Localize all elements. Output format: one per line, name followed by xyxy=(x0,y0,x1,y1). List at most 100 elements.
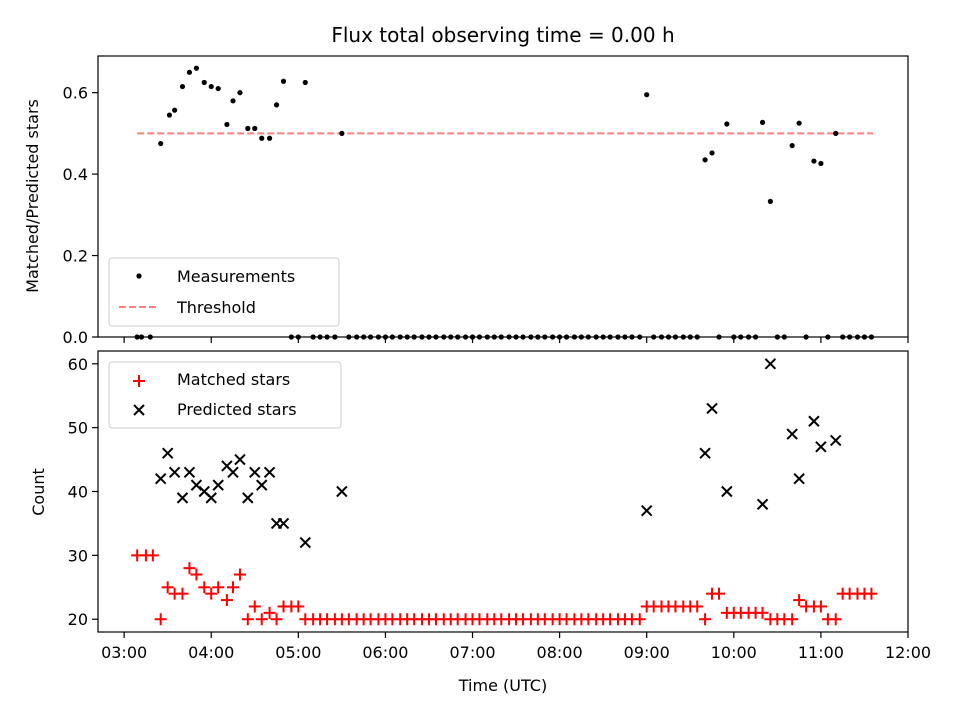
matched-star-point xyxy=(154,613,167,626)
predicted-star-point xyxy=(190,479,203,491)
predicted-star-point xyxy=(176,492,189,504)
measurement-point xyxy=(230,98,236,104)
matched-star-point xyxy=(190,568,203,581)
bottom-y-tick-label: 40 xyxy=(68,483,88,502)
measurement-point xyxy=(724,121,730,127)
top-y-axis-label: Matched/Predicted stars xyxy=(23,99,42,293)
predicted-star-point xyxy=(808,415,820,427)
predicted-star-point xyxy=(699,447,711,459)
predicted-star-point xyxy=(205,492,217,504)
legend-measurements-label: Measurements xyxy=(177,267,295,286)
matched-star-point xyxy=(205,587,218,600)
x-tick-label: 10:00 xyxy=(711,643,757,662)
predicted-star-point xyxy=(256,479,268,491)
measurement-point xyxy=(644,92,650,98)
predicted-star-point xyxy=(234,453,246,466)
measurement-point xyxy=(818,160,824,167)
measurement-point xyxy=(224,121,230,128)
x-tick-label: 05:00 xyxy=(275,643,321,662)
matched-star-point xyxy=(255,613,268,626)
matched-star-point xyxy=(786,613,799,626)
predicted-star-point xyxy=(277,517,290,530)
predicted-star-point xyxy=(299,536,311,549)
top-chart-title: Flux total observing time = 0.00 h xyxy=(331,23,674,47)
matched-star-point xyxy=(865,587,878,600)
measurement-point xyxy=(193,65,200,71)
predicted-star-point xyxy=(786,428,798,440)
legend-matched-marker xyxy=(133,375,145,387)
measurement-point xyxy=(186,69,193,75)
matched-star-point xyxy=(756,606,769,619)
measurement-point xyxy=(208,83,214,90)
top-y-tick-label: 0.0 xyxy=(63,328,88,347)
measurement-point xyxy=(811,158,817,164)
matched-star-point xyxy=(263,606,276,619)
predicted-star-point xyxy=(212,479,224,491)
matched-star-point xyxy=(270,613,283,626)
bottom-y-axis: 20 30 40 50 60 xyxy=(68,355,98,629)
matched-star-point xyxy=(793,594,806,607)
measurement-point xyxy=(280,78,287,84)
top-x-axis xyxy=(123,337,909,343)
x-tick-label: 11:00 xyxy=(798,643,844,662)
measurement-point xyxy=(237,90,243,96)
matched-star-point xyxy=(233,568,246,581)
x-tick-label: 04:00 xyxy=(188,643,234,662)
predicted-star-point xyxy=(161,447,174,459)
predicted-star-point xyxy=(242,492,254,504)
measurement-point xyxy=(158,140,164,147)
predicted-star-point xyxy=(336,485,348,498)
measurement-point xyxy=(259,135,265,141)
measurement-point xyxy=(833,130,839,136)
matched-star-point xyxy=(292,600,305,613)
matched-star-point xyxy=(691,600,704,613)
bottom-plot-area xyxy=(131,358,878,626)
top-y-axis: 0.0 0.2 0.4 0.6 xyxy=(63,84,98,347)
x-tick-label: 08:00 xyxy=(537,643,583,662)
measurement-point xyxy=(789,142,795,149)
measurement-point xyxy=(759,119,766,125)
measurement-point xyxy=(302,79,308,86)
x-tick-label: 07:00 xyxy=(449,643,495,662)
predicted-star-point xyxy=(815,441,827,453)
legend-matched-label: Matched stars xyxy=(177,370,290,389)
matched-star-point xyxy=(183,562,196,575)
legend-measurements-marker xyxy=(136,273,142,279)
legend-predicted-label: Predicted stars xyxy=(177,400,297,419)
predicted-star-point xyxy=(793,473,805,485)
predicted-star-point xyxy=(641,504,653,517)
bottom-legend-box xyxy=(108,361,342,429)
x-tick-label: 09:00 xyxy=(624,643,670,662)
matched-star-point xyxy=(220,594,233,607)
predicted-star-point xyxy=(155,473,167,485)
predicted-star-point xyxy=(249,466,261,479)
top-y-tick-label: 0.2 xyxy=(63,247,88,266)
measurement-point xyxy=(273,102,280,108)
measurement-point xyxy=(767,198,773,204)
bottom-x-axis-label: Time (UTC) xyxy=(458,676,547,695)
top-y-tick-label: 0.4 xyxy=(63,165,88,184)
bottom-x-axis: 03:00 04:00 05:00 06:00 07:00 08:00 09:00 10:00… xyxy=(101,632,931,662)
matched-star-point xyxy=(248,600,261,613)
measurement-point xyxy=(166,112,173,118)
legend-threshold-label: Threshold xyxy=(176,298,256,317)
measurement-point xyxy=(172,107,178,113)
matched-star-point xyxy=(829,613,842,626)
measurement-point xyxy=(252,125,258,132)
measurement-point xyxy=(339,130,345,136)
predicted-star-point xyxy=(830,434,842,447)
measurement-point xyxy=(709,150,715,156)
matched-star-point xyxy=(198,581,211,594)
bottom-y-tick-label: 60 xyxy=(68,355,88,374)
bottom-y-axis-label: Count xyxy=(29,468,48,516)
matched-star-point xyxy=(146,549,159,562)
measurement-point xyxy=(266,135,273,141)
measurement-point xyxy=(245,125,251,132)
predicted-star-point xyxy=(764,358,777,370)
matched-star-point xyxy=(814,600,827,613)
x-tick-label: 06:00 xyxy=(362,643,408,662)
measurement-point xyxy=(215,85,221,92)
matched-star-point xyxy=(699,613,712,626)
top-plot-frame xyxy=(97,55,909,338)
